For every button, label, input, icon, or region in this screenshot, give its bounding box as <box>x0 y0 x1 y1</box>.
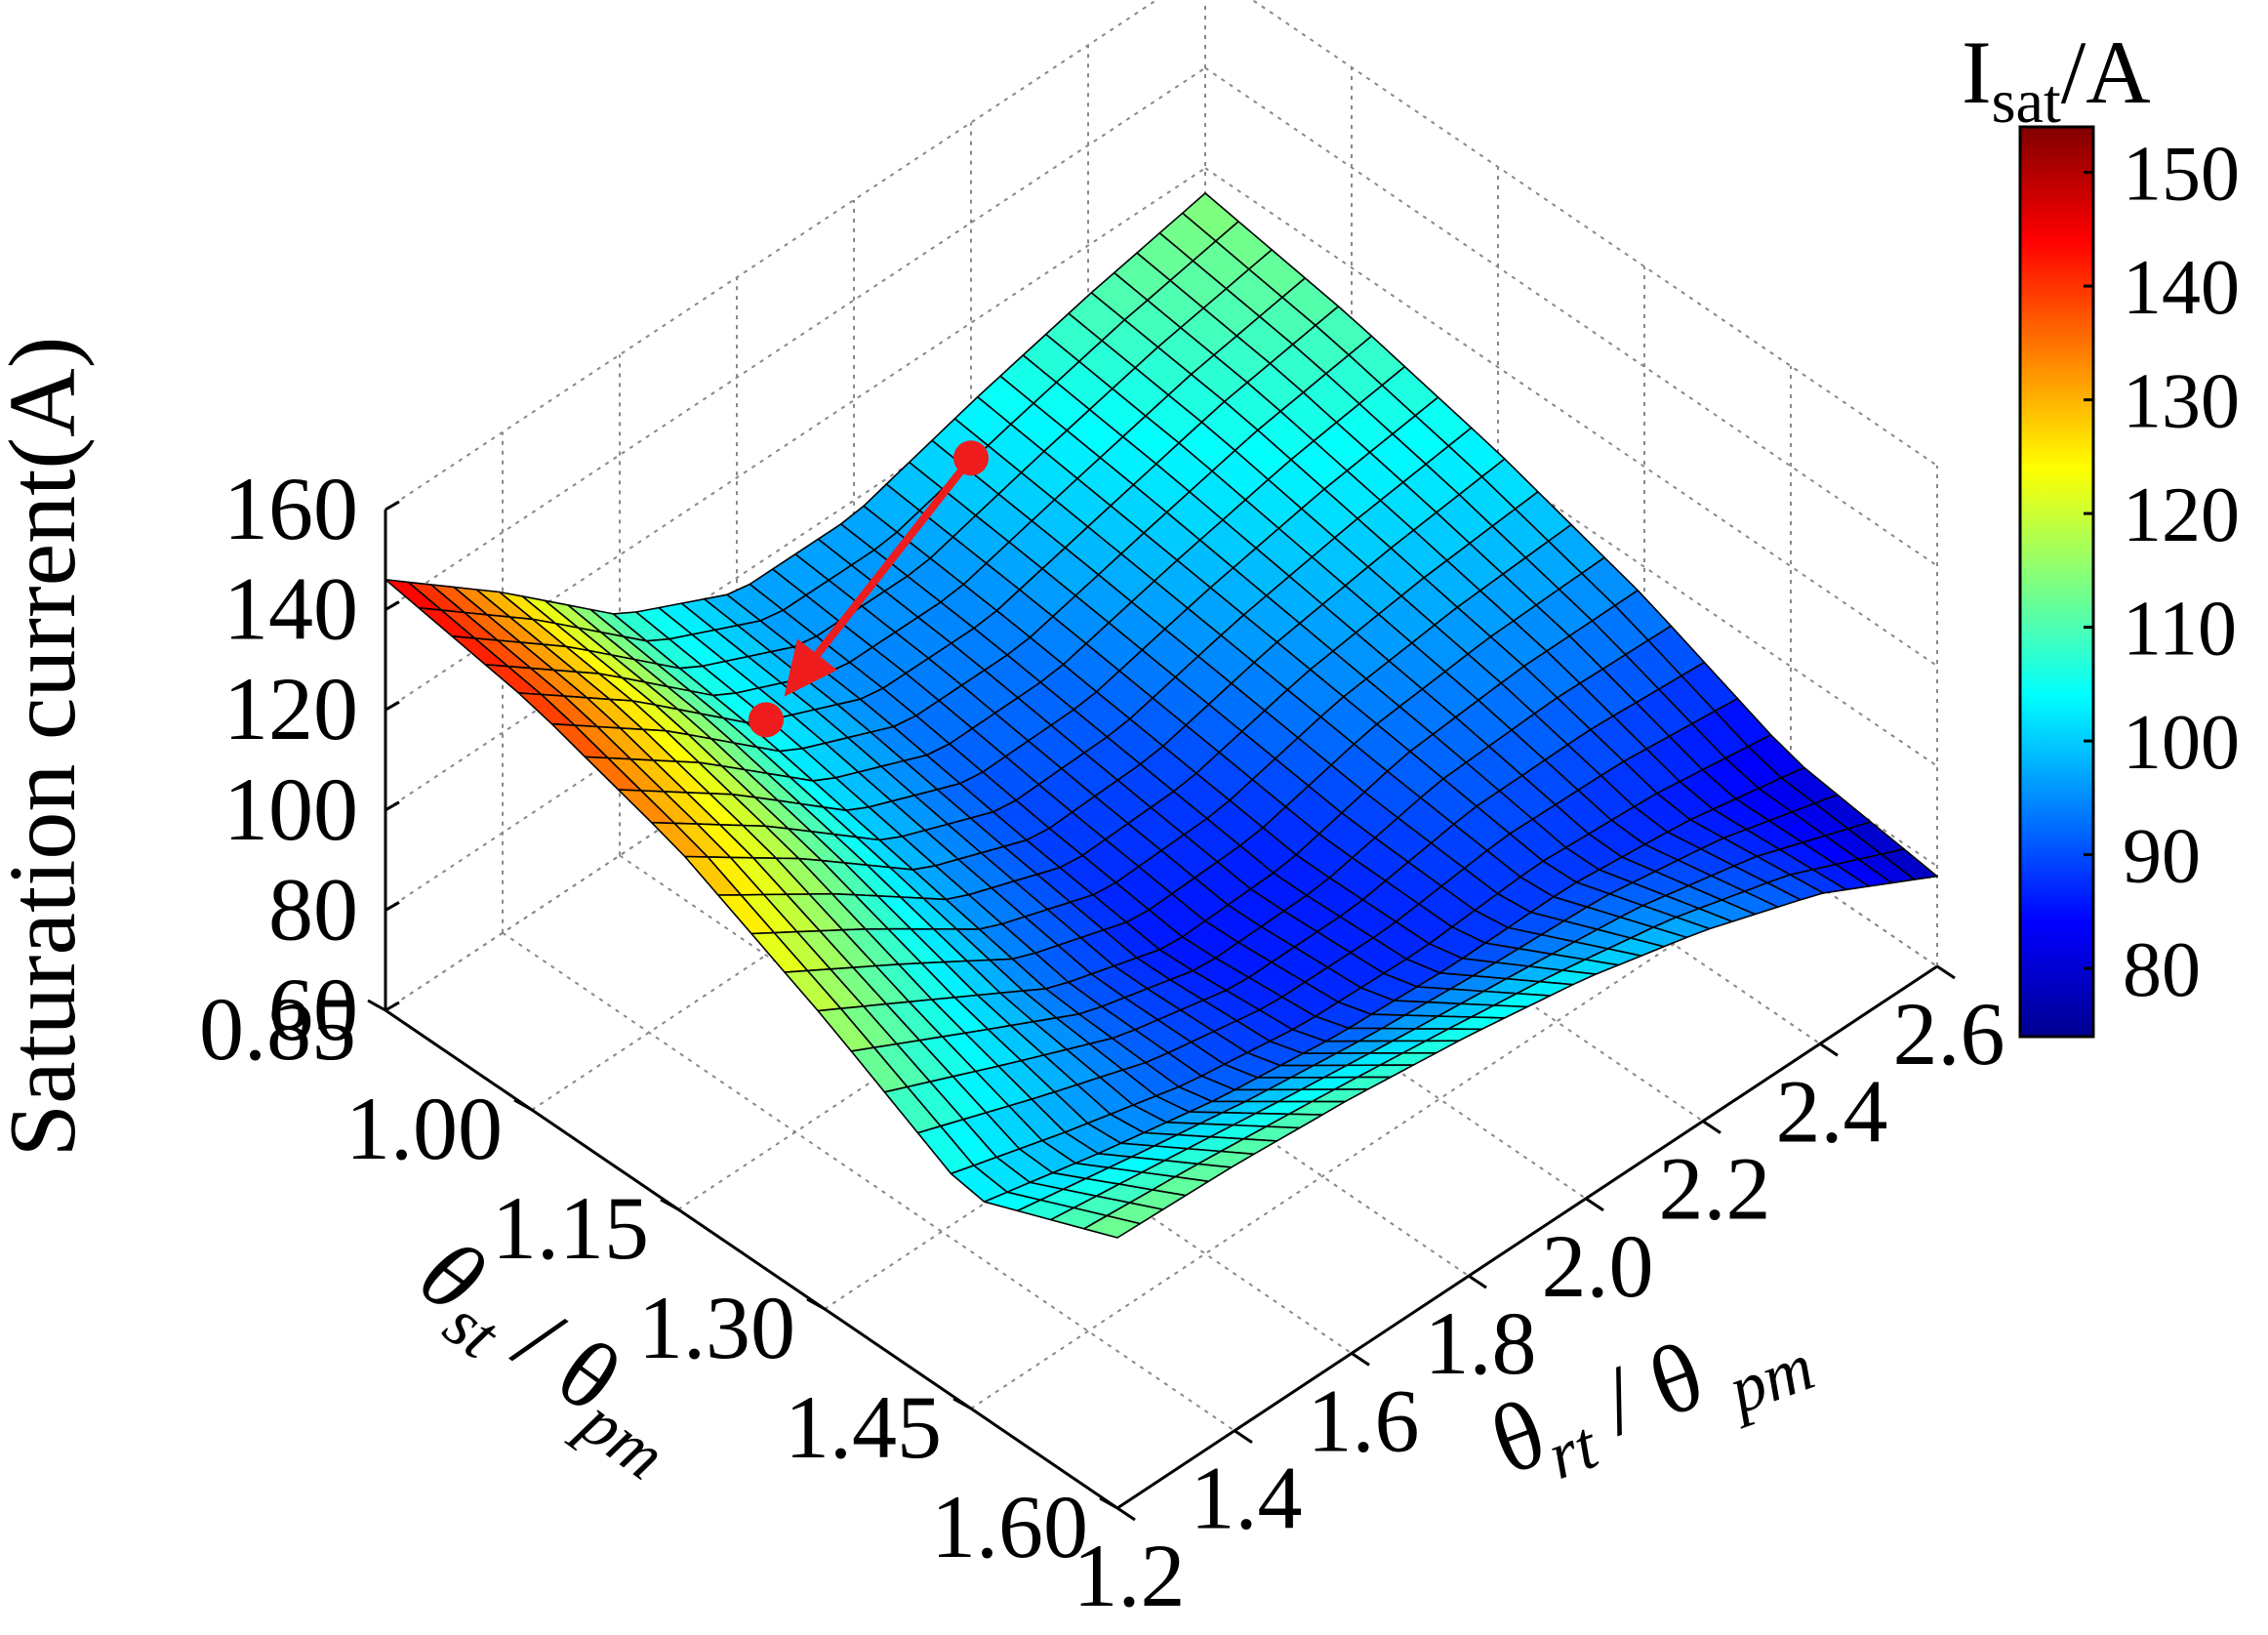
colorbar-tick-label: 90 <box>2123 814 2201 900</box>
y-tick-label: 1.15 <box>492 1178 649 1278</box>
colorbar-tick-label: 100 <box>2123 700 2240 786</box>
z-tick-label: 160 <box>223 459 358 558</box>
z-tick-mark <box>385 800 400 812</box>
y-tick-label: 1.60 <box>931 1477 1088 1576</box>
grid-line <box>385 66 1206 611</box>
y-tick-mark <box>513 1098 533 1112</box>
x-tick-mark <box>1585 1197 1604 1212</box>
y-tick-mark <box>1099 1496 1118 1510</box>
z-tick-mark <box>385 500 400 511</box>
x-axis-line <box>1116 964 1938 1510</box>
z-tick-label: 120 <box>223 659 358 758</box>
x-tick-label: 2.6 <box>1893 984 2005 1083</box>
y-tick-label: 1.45 <box>785 1377 942 1477</box>
z-tick-label: 100 <box>223 759 358 859</box>
optimization-path <box>749 440 989 738</box>
colorbar: Isat/A 80 90 100 110 120 130 140 150 <box>1962 22 2240 1039</box>
y-tick-mark <box>952 1397 972 1410</box>
x-tick-label: 2.0 <box>1542 1216 1654 1316</box>
y-tick-label: 1.30 <box>638 1278 795 1377</box>
x-tick-label: 1.6 <box>1308 1370 1420 1470</box>
x-tick-label: 1.2 <box>1073 1526 1186 1625</box>
z-tick-label: 60 <box>268 960 358 1059</box>
x-tick-mark <box>1702 1120 1721 1134</box>
colorbar-tick-label: 130 <box>2123 359 2240 445</box>
x-tick-mark <box>1234 1429 1253 1444</box>
colorbar-title: Isat/A <box>1962 22 2151 136</box>
y-axis-line <box>385 1008 1118 1510</box>
grid-line <box>970 866 1792 1410</box>
grid-line <box>1250 0 1938 467</box>
grid-line <box>502 931 1235 1432</box>
colorbar-tick-label: 80 <box>2123 927 2201 1013</box>
grid-line <box>385 266 1206 811</box>
z-tick-label: 140 <box>223 559 358 659</box>
x-tick-label: 2.4 <box>1776 1061 1888 1161</box>
x-tick-mark <box>1819 1042 1839 1057</box>
colorbar-tick-label: 120 <box>2123 472 2240 558</box>
z-tick-mark <box>385 600 400 611</box>
x-tick-label: 2.2 <box>1659 1139 1771 1239</box>
colorbar-gradient <box>2018 125 2095 1039</box>
x-tick-mark <box>1351 1352 1370 1367</box>
x-tick-mark <box>1468 1274 1487 1289</box>
surface-patch <box>1083 1214 1142 1239</box>
grid-line <box>1204 167 1938 668</box>
axes-lines <box>384 510 1938 1510</box>
optimization-path-line <box>814 455 975 657</box>
z-tick-mark <box>385 1001 400 1012</box>
y-tick-mark <box>660 1198 679 1211</box>
x-tick-mark <box>1116 1506 1136 1522</box>
colorbar-tick-label: 140 <box>2123 245 2240 331</box>
y-tick-mark <box>806 1297 826 1311</box>
path-end-point <box>749 702 784 738</box>
surface-mesh <box>385 192 1938 1239</box>
grid-line <box>1204 66 1938 567</box>
y-tick-label: 1.00 <box>345 1079 503 1178</box>
x-tick-label: 1.4 <box>1191 1449 1303 1548</box>
z-axis-label: Saturation current(A) <box>0 337 96 1158</box>
colorbar-tick-label: 150 <box>2123 132 2240 218</box>
colorbar-ticks: 80 90 100 110 120 130 140 150 <box>2084 132 2240 1013</box>
grid-line <box>385 167 1206 712</box>
colorbar-tick-label: 110 <box>2123 587 2237 673</box>
x-tick-label: 1.8 <box>1425 1293 1537 1393</box>
y-tick-label: 0.85 <box>199 979 356 1079</box>
grid-line <box>385 0 1158 511</box>
path-start-point <box>953 440 989 476</box>
z-tick-mark <box>385 700 400 712</box>
z-tick-label: 80 <box>268 859 358 959</box>
optimization-arrowhead <box>784 638 837 697</box>
y-tick-mark <box>367 999 386 1012</box>
z-tick-mark <box>385 901 400 912</box>
x-tick-mark <box>1936 964 1956 980</box>
